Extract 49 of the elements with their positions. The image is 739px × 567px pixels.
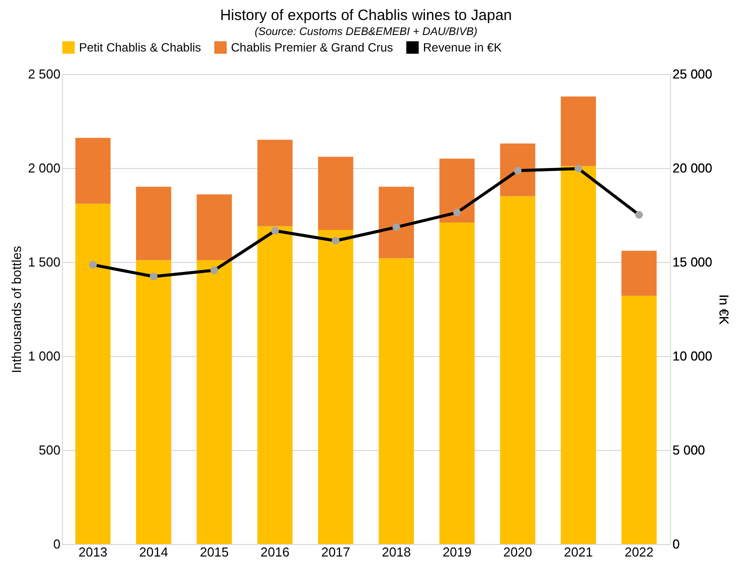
- bar: [136, 186, 172, 260]
- bar: [621, 296, 657, 544]
- x-tick-label: 2022: [624, 544, 654, 560]
- y2-tick-label: 10 000: [672, 348, 712, 364]
- x-tick-label: 2013: [78, 544, 108, 560]
- bar: [318, 156, 354, 230]
- x-tick-label: 2015: [200, 544, 229, 560]
- bar: [196, 260, 232, 544]
- bar: [500, 196, 536, 544]
- legend-label: Petit Chablis & Chablis: [79, 40, 202, 55]
- bar: [136, 260, 172, 544]
- bar: [560, 96, 596, 166]
- bar: [621, 250, 657, 296]
- bar: [318, 230, 354, 544]
- y-tick-label: 1 500: [28, 254, 60, 270]
- chart-subtitle: (Source: Customs DEB&EMEBI + DAU/BIVB): [254, 26, 478, 38]
- bar: [257, 140, 293, 226]
- y2-tick-label: 0: [672, 536, 680, 552]
- bar: [378, 186, 414, 258]
- y-axis-title: Inthousands of bottles: [8, 245, 24, 374]
- x-tick-label: 2020: [503, 544, 532, 560]
- bar: [257, 226, 293, 544]
- y-tick-label: 2 500: [28, 66, 60, 82]
- bar: [378, 258, 414, 544]
- y-tick-label: 500: [38, 442, 60, 458]
- x-tick-label: 2018: [382, 544, 411, 560]
- y2-tick-label: 20 000: [672, 160, 712, 176]
- x-tick-label: 2016: [260, 544, 290, 560]
- bar: [560, 166, 596, 544]
- y-tick-label: 2 000: [28, 160, 60, 176]
- y-tick-label: 1 000: [28, 348, 60, 364]
- chart-title: History of exports of Chablis wines to Japan: [220, 7, 512, 24]
- y-tick-label: 0: [53, 536, 60, 552]
- bar: [196, 194, 232, 260]
- bar: [439, 158, 475, 223]
- bar: [75, 138, 111, 204]
- y2-tick-label: 5 000: [672, 442, 706, 458]
- x-tick-label: 2021: [564, 544, 593, 560]
- y2-axis-title: In €K: [716, 294, 732, 326]
- x-tick-label: 2017: [321, 544, 350, 560]
- bar: [500, 144, 536, 196]
- legend-label: Chablis Premier & Grand Crus: [231, 40, 394, 55]
- y2-tick-label: 15 000: [672, 254, 712, 270]
- y2-tick-label: 25 000: [672, 66, 712, 82]
- bar: [439, 222, 475, 544]
- bar: [75, 204, 111, 544]
- x-tick-label: 2019: [442, 544, 472, 560]
- legend-label: Revenue in €K: [423, 40, 502, 55]
- x-tick-label: 2014: [139, 544, 168, 560]
